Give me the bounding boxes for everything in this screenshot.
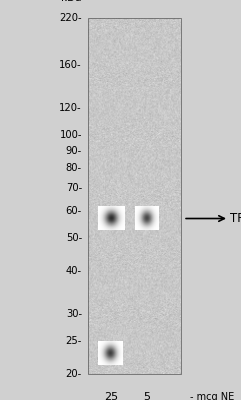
Text: 60-: 60- <box>66 206 82 216</box>
Bar <box>88 18 181 374</box>
Text: 100-: 100- <box>60 130 82 140</box>
Text: 120-: 120- <box>59 103 82 113</box>
Text: 160-: 160- <box>59 60 82 70</box>
Text: kDa: kDa <box>61 0 82 3</box>
Text: 70-: 70- <box>66 183 82 193</box>
Text: TRIP6: TRIP6 <box>230 212 241 225</box>
Text: 40-: 40- <box>66 266 82 276</box>
Text: 90-: 90- <box>66 146 82 156</box>
Text: - mcg NE: - mcg NE <box>190 392 234 400</box>
Text: 20-: 20- <box>66 369 82 379</box>
Text: 30-: 30- <box>66 309 82 319</box>
Text: 5: 5 <box>143 392 151 400</box>
Text: 80-: 80- <box>66 163 82 173</box>
Text: 220-: 220- <box>59 13 82 23</box>
Text: 50-: 50- <box>66 233 82 243</box>
Text: 25-: 25- <box>66 336 82 346</box>
Text: 25: 25 <box>104 392 118 400</box>
